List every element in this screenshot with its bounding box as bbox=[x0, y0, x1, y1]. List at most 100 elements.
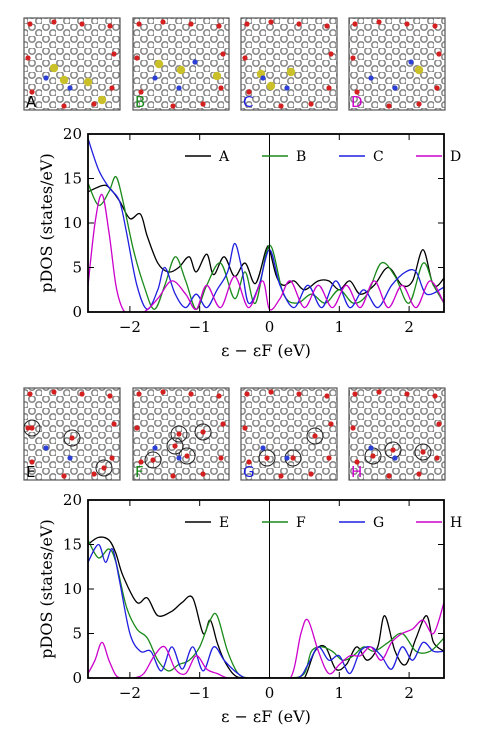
structure-frame bbox=[348, 17, 446, 111]
oxygen-atom bbox=[61, 103, 67, 109]
highlight-circle bbox=[306, 427, 324, 445]
structure-label-F: F bbox=[135, 463, 144, 481]
oxygen-atom bbox=[184, 453, 190, 459]
oxygen-atom bbox=[134, 55, 140, 61]
structure-C: C bbox=[240, 17, 338, 111]
oxygen-atom bbox=[134, 425, 140, 431]
oxygen-atom bbox=[111, 421, 117, 427]
oxygen-atom bbox=[436, 421, 442, 427]
oxygen-atom bbox=[216, 393, 222, 399]
oxygen-atom bbox=[434, 85, 440, 91]
sulfur-atom bbox=[83, 77, 93, 87]
nitrogen-atom bbox=[284, 455, 290, 461]
oxygen-atom bbox=[25, 55, 31, 61]
oxygen-atom bbox=[432, 23, 438, 29]
legend-label-D: D bbox=[450, 149, 461, 165]
series-line-C bbox=[88, 138, 444, 310]
structure-frame bbox=[240, 17, 338, 111]
x-tick-label: 2 bbox=[404, 684, 414, 702]
nitrogen-atom bbox=[408, 59, 414, 65]
nitrogen-atom bbox=[67, 85, 73, 91]
oxygen-atom bbox=[220, 51, 226, 57]
oxygen-atom bbox=[176, 431, 182, 437]
oxygen-atom bbox=[390, 447, 396, 453]
oxygen-atom bbox=[61, 473, 67, 479]
structure-label-B: B bbox=[135, 93, 145, 111]
oxygen-atom bbox=[404, 21, 410, 27]
oxygen-atom bbox=[278, 473, 284, 479]
sulfur-atom bbox=[49, 63, 59, 73]
oxygen-atom bbox=[172, 443, 178, 449]
structure-G: G bbox=[240, 387, 338, 481]
oxygen-atom bbox=[91, 101, 97, 107]
oxygen-atom bbox=[268, 19, 274, 25]
structure-label-D: D bbox=[351, 93, 363, 111]
legend-label-C: C bbox=[373, 149, 384, 165]
oxygen-atom bbox=[416, 101, 422, 107]
oxygen-atom bbox=[350, 55, 356, 61]
oxygen-atom bbox=[376, 389, 382, 395]
nitrogen-atom bbox=[368, 445, 374, 451]
nitrogen-atom bbox=[192, 59, 198, 65]
oxygen-atom bbox=[69, 435, 75, 441]
sulfur-atom bbox=[176, 65, 186, 75]
oxygen-atom bbox=[264, 455, 270, 461]
oxygen-atom bbox=[29, 425, 35, 431]
nitrogen-atom bbox=[368, 75, 374, 81]
oxygen-atom bbox=[268, 389, 274, 395]
oxygen-atom bbox=[432, 393, 438, 399]
oxygen-atom bbox=[218, 455, 224, 461]
structure-frame bbox=[240, 387, 338, 481]
graphene-lattice bbox=[349, 18, 445, 110]
legend: A B C D bbox=[185, 149, 461, 165]
oxygen-atom bbox=[111, 51, 117, 57]
oxygen-atom bbox=[200, 429, 206, 435]
oxygen-atom bbox=[200, 471, 206, 477]
structure-frame bbox=[132, 387, 230, 481]
y-tick-label: 5 bbox=[72, 625, 82, 643]
nitrogen-atom bbox=[176, 85, 182, 91]
oxygen-atom bbox=[200, 101, 206, 107]
nitrogen-atom bbox=[260, 75, 266, 81]
x-axis-title: ε − εF (eV) bbox=[221, 707, 311, 726]
oxygen-atom bbox=[216, 23, 222, 29]
graphene-lattice bbox=[133, 18, 229, 110]
nitrogen-atom bbox=[43, 75, 49, 81]
structure-frame bbox=[23, 387, 121, 481]
oxygen-atom bbox=[218, 85, 224, 91]
series-line-E bbox=[88, 536, 444, 678]
oxygen-atom bbox=[29, 459, 35, 465]
nitrogen-atom bbox=[392, 85, 398, 91]
legend-label-G: G bbox=[373, 515, 384, 531]
oxygen-atom bbox=[376, 19, 382, 25]
oxygen-atom bbox=[220, 421, 226, 427]
y-tick-label: 15 bbox=[63, 536, 82, 554]
sulfur-atom bbox=[414, 65, 424, 75]
oxygen-atom bbox=[188, 21, 194, 27]
oxygen-atom bbox=[244, 21, 250, 27]
oxygen-atom bbox=[160, 19, 166, 25]
highlight-circle bbox=[258, 449, 276, 467]
series-line-G bbox=[88, 543, 444, 678]
sulfur-atom bbox=[266, 81, 276, 91]
series-line-F bbox=[88, 539, 444, 678]
oxygen-atom bbox=[352, 391, 358, 397]
highlight-circle bbox=[95, 459, 113, 477]
oxygen-atom bbox=[101, 465, 107, 471]
oxygen-atom bbox=[416, 471, 422, 477]
nitrogen-atom bbox=[176, 455, 182, 461]
series-lines bbox=[88, 536, 444, 678]
plot-frame bbox=[87, 133, 445, 313]
structure-frame bbox=[23, 17, 121, 111]
oxygen-atom bbox=[354, 89, 360, 95]
y-tick-label: 5 bbox=[72, 259, 82, 277]
highlight-circle bbox=[194, 423, 212, 441]
oxygen-atom bbox=[296, 21, 302, 27]
oxygen-atom bbox=[170, 103, 176, 109]
y-tick-label: 0 bbox=[72, 303, 82, 321]
sulfur-atom bbox=[59, 75, 69, 85]
x-tick-label: 1 bbox=[335, 318, 345, 336]
oxygen-atom bbox=[420, 449, 426, 455]
